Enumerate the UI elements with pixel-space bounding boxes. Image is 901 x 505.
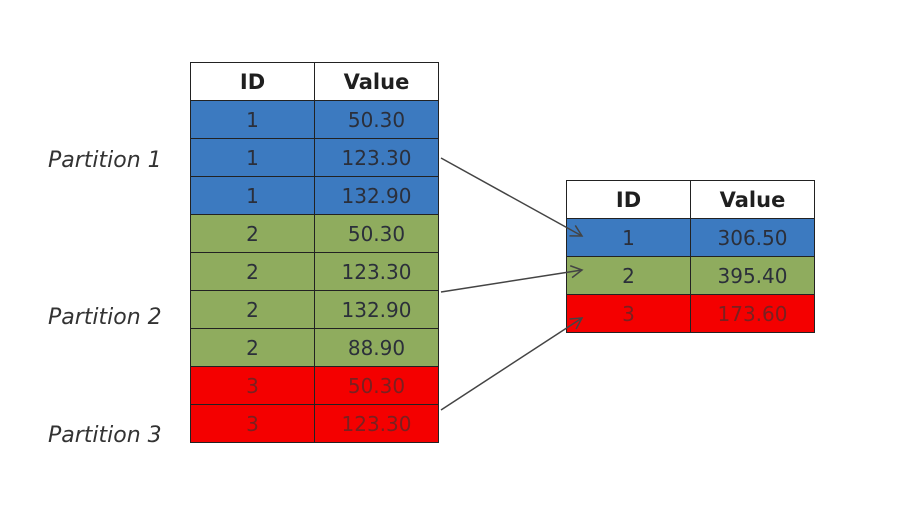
result-value-cell: 306.50 <box>690 218 815 257</box>
source-id-cell: 3 <box>190 366 315 405</box>
result-row: 3 173.60 <box>566 294 815 333</box>
result-value-cell: 173.60 <box>690 294 815 333</box>
source-value-cell: 123.30 <box>314 252 439 291</box>
source-row: 1 50.30 <box>190 100 439 139</box>
result-id-cell: 3 <box>566 294 691 333</box>
partition-3-label: Partition 3 <box>48 423 162 448</box>
result-row: 2 395.40 <box>566 256 815 295</box>
result-value-cell: 395.40 <box>690 256 815 295</box>
source-value-cell: 123.30 <box>314 404 439 443</box>
result-table-header-row: ID Value <box>566 180 815 219</box>
result-table: ID Value 1 306.50 2 395.40 3 173.60 <box>566 180 815 333</box>
source-id-cell: 1 <box>190 100 315 139</box>
result-value-header: Value <box>690 180 815 219</box>
source-id-cell: 2 <box>190 214 315 253</box>
source-id-cell: 3 <box>190 404 315 443</box>
source-value-cell: 50.30 <box>314 366 439 405</box>
source-table: ID Value 1 50.30 1 123.30 1 132.90 2 50.… <box>190 62 439 443</box>
source-value-header: Value <box>314 62 439 101</box>
result-id-cell: 1 <box>566 218 691 257</box>
source-id-cell: 1 <box>190 138 315 177</box>
source-row: 3 123.30 <box>190 404 439 443</box>
source-row: 1 123.30 <box>190 138 439 177</box>
source-row: 2 123.30 <box>190 252 439 291</box>
result-row: 1 306.50 <box>566 218 815 257</box>
arrow-partition-2 <box>440 265 584 293</box>
arrow-partition-3 <box>440 317 584 411</box>
partition-2-label: Partition 2 <box>48 305 162 330</box>
arrow-partition-1 <box>440 157 584 237</box>
source-id-cell: 2 <box>190 252 315 291</box>
source-value-cell: 123.30 <box>314 138 439 177</box>
source-row: 2 50.30 <box>190 214 439 253</box>
source-row: 3 50.30 <box>190 366 439 405</box>
partition-1-label: Partition 1 <box>48 148 162 173</box>
source-id-cell: 1 <box>190 176 315 215</box>
source-value-cell: 50.30 <box>314 214 439 253</box>
source-id-cell: 2 <box>190 290 315 329</box>
source-value-cell: 50.30 <box>314 100 439 139</box>
result-id-header: ID <box>566 180 691 219</box>
result-id-cell: 2 <box>566 256 691 295</box>
source-table-header-row: ID Value <box>190 62 439 101</box>
